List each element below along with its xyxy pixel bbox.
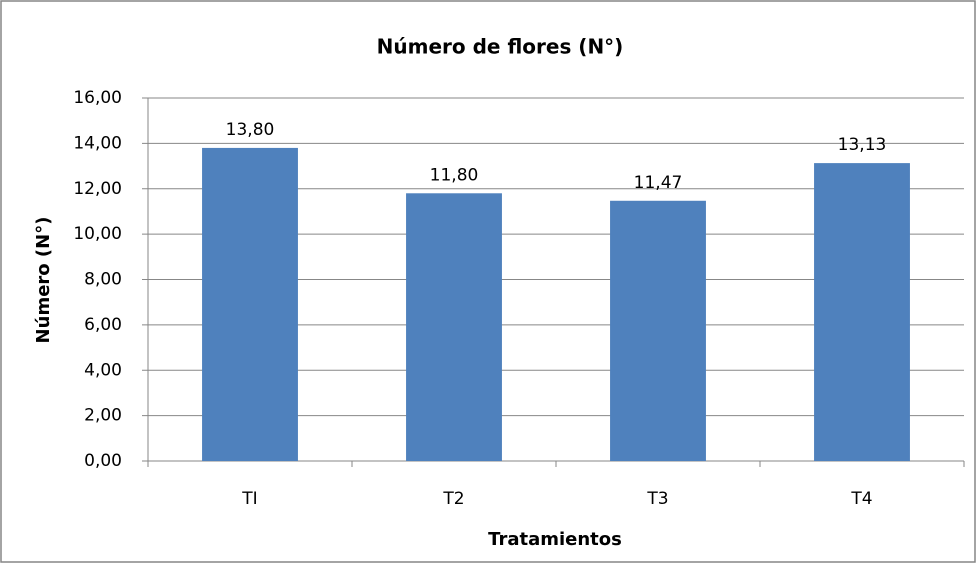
x-tick-label: T3	[646, 489, 668, 509]
y-axis-label: Número (N°)	[33, 217, 54, 344]
data-label: 13,13	[838, 135, 887, 155]
bar	[406, 193, 502, 461]
x-tick-label: TI	[241, 489, 257, 509]
data-label: 13,80	[226, 120, 275, 140]
bar	[202, 147, 298, 461]
y-tick-label: 2,00	[84, 406, 122, 426]
data-label: 11,47	[634, 173, 683, 193]
data-label: 11,80	[430, 165, 479, 185]
chart-title: Número de flores (N°)	[377, 35, 624, 59]
x-tick-label: T2	[442, 489, 464, 509]
y-tick-label: 8,00	[84, 270, 122, 290]
bar	[814, 163, 910, 461]
y-tick-label: 12,00	[73, 179, 122, 199]
y-tick-label: 16,00	[73, 88, 122, 108]
y-tick-label: 6,00	[84, 315, 122, 335]
y-tick-label: 4,00	[84, 360, 122, 380]
x-tick-label: T4	[850, 489, 872, 509]
x-axis-label: Tratamientos	[488, 529, 622, 550]
y-tick-label: 10,00	[73, 224, 122, 244]
y-tick-label: 0,00	[84, 451, 122, 471]
bar	[610, 200, 706, 462]
y-tick-label: 14,00	[73, 133, 122, 153]
